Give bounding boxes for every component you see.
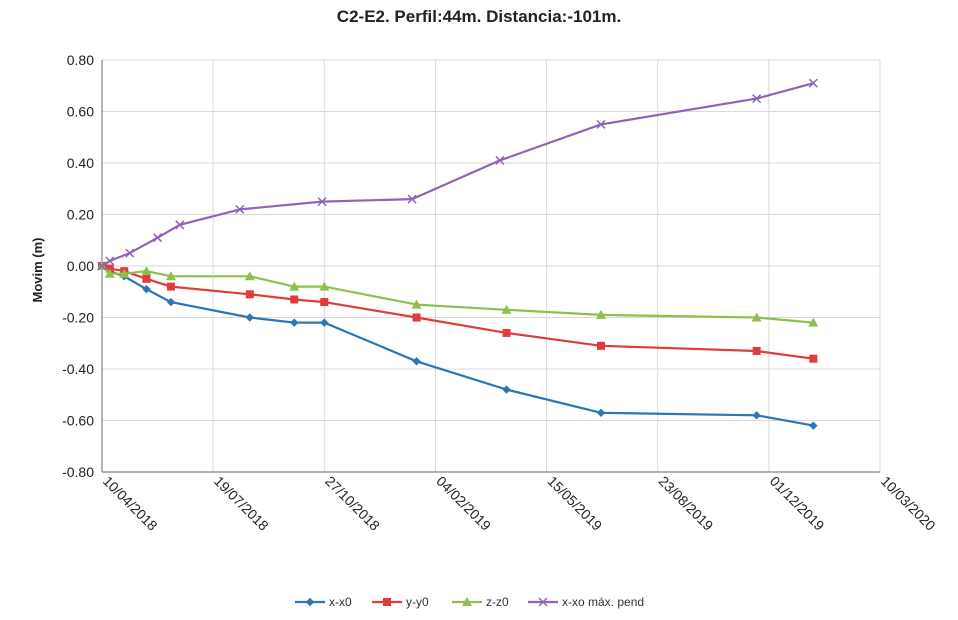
legend-label: x-x0: [329, 595, 352, 609]
y-axis-label: Movim (m): [30, 238, 45, 303]
data-point: [317, 197, 327, 207]
data-point: [596, 408, 606, 417]
x-tick-label: 10/04/2018: [100, 473, 161, 534]
data-point: [752, 411, 761, 420]
data-point: [495, 155, 505, 165]
data-point: [175, 220, 185, 230]
y-tick-label: 0.20: [67, 207, 94, 223]
data-point: [104, 268, 115, 278]
legend-item: y-y0: [372, 595, 429, 609]
data-point: [105, 256, 115, 266]
series-0: [97, 261, 818, 430]
legend-item: z-z0: [452, 595, 509, 609]
x-tick-label: 01/12/2019: [767, 473, 828, 534]
series-line: [101, 265, 814, 324]
legend-item: x-xo máx. pend: [528, 595, 644, 609]
data-point: [320, 318, 329, 327]
y-tick-label: -0.60: [62, 413, 94, 429]
y-tick-label: 0.40: [67, 155, 94, 171]
data-point: [244, 271, 255, 281]
data-point: [141, 266, 152, 276]
y-tick-label: -0.20: [62, 310, 94, 326]
gridlines: [101, 59, 881, 473]
data-point: [597, 341, 606, 350]
legend: x-x0 y-y0 z-z0 x-xo máx. pend: [295, 595, 644, 609]
legend-marker: [538, 597, 548, 607]
data-point: [752, 94, 762, 104]
data-point: [502, 328, 511, 337]
data-point: [412, 357, 421, 366]
data-point: [166, 282, 175, 291]
y-tick-labels: 0.80 0.60 0.40 0.20 0.00 -0.20 -0.40 -0.60 -0.80: [62, 52, 94, 480]
data-point: [245, 290, 254, 299]
chart-title: C2-E2. Perfil:44m. Distancia:-101m.: [337, 7, 621, 26]
data-point: [320, 298, 329, 307]
data-point: [596, 119, 606, 129]
data-point: [289, 281, 300, 291]
x-tick-label: 15/05/2019: [544, 473, 605, 534]
data-point: [235, 204, 245, 214]
series-group: [97, 78, 819, 430]
data-point: [596, 309, 607, 319]
data-point: [105, 264, 114, 273]
y-tick-label: -0.80: [62, 464, 94, 480]
y-tick-label: 0.00: [67, 258, 94, 274]
data-point: [411, 299, 422, 309]
x-tick-label: 10/03/2020: [878, 473, 939, 534]
legend-marker: [462, 597, 472, 606]
data-point: [290, 295, 299, 304]
data-point: [808, 317, 819, 327]
data-point: [412, 313, 421, 322]
series-line: [101, 82, 814, 267]
data-point: [97, 261, 107, 271]
x-tick-labels: 10/04/2018 19/07/2018 27/10/2018 04/02/2019…: [100, 473, 939, 534]
legend-item: x-x0: [295, 595, 352, 609]
y-tick-label: 0.60: [67, 104, 94, 120]
data-point: [165, 271, 176, 281]
series-2: [97, 261, 819, 327]
x-tick-label: 19/07/2018: [211, 473, 272, 534]
series-line: [101, 264, 814, 360]
data-point: [501, 304, 512, 314]
data-point: [153, 233, 163, 243]
data-point: [407, 194, 417, 204]
data-point: [751, 312, 762, 322]
data-point: [245, 313, 255, 322]
data-point: [125, 248, 135, 258]
series-3: [97, 78, 818, 271]
data-point: [142, 284, 151, 294]
data-point: [119, 268, 130, 278]
legend-label: y-y0: [406, 595, 429, 609]
x-tick-label: 23/08/2019: [656, 473, 717, 534]
legend-marker: [383, 598, 391, 606]
legend-marker: [305, 597, 315, 607]
data-point: [809, 354, 818, 363]
x-tick-label: 27/10/2018: [322, 473, 383, 534]
y-tick-label: 0.80: [67, 52, 94, 68]
data-point: [809, 421, 818, 430]
y-tick-label: -0.40: [62, 361, 94, 377]
data-point: [166, 297, 176, 307]
data-point: [502, 385, 511, 394]
legend-label: x-xo máx. pend: [562, 595, 644, 609]
x-tick-label: 04/02/2019: [433, 473, 494, 534]
data-point: [319, 281, 330, 291]
data-point: [142, 274, 151, 283]
data-point: [752, 346, 761, 355]
data-point: [808, 78, 818, 88]
legend-label: z-z0: [486, 595, 509, 609]
data-point: [290, 318, 299, 327]
